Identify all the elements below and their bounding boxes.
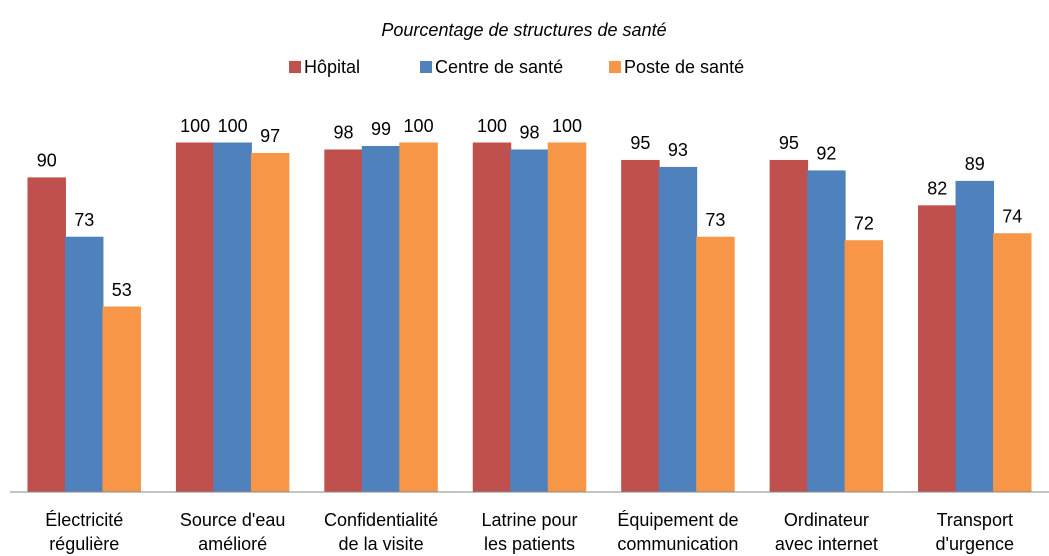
- x-tick-label: communication: [617, 534, 738, 554]
- data-label: 93: [668, 140, 688, 160]
- bar: [399, 142, 438, 493]
- data-label: 98: [334, 123, 354, 143]
- data-label: 100: [477, 116, 507, 136]
- data-label: 73: [705, 210, 725, 230]
- legend-label: Poste de santé: [624, 57, 744, 77]
- x-tick-label: Transport: [937, 510, 1013, 530]
- data-label: 92: [816, 144, 836, 164]
- data-label: 90: [37, 151, 57, 171]
- data-label: 89: [965, 154, 985, 174]
- bar: [213, 142, 252, 493]
- data-label: 100: [218, 116, 248, 136]
- chart-title: Pourcentage de structures de santé: [381, 20, 666, 40]
- bar: [696, 236, 735, 493]
- x-tick-label: Électricité: [45, 510, 123, 530]
- data-label: 100: [180, 116, 210, 136]
- data-label: 97: [260, 126, 280, 146]
- bar: [472, 142, 512, 493]
- data-label: 53: [112, 280, 132, 300]
- bar: [27, 177, 66, 493]
- data-label: 95: [779, 133, 799, 153]
- bar: [361, 145, 401, 493]
- x-tick-label: Ordinateur: [784, 510, 869, 530]
- data-label: 82: [927, 179, 947, 199]
- data-label: 99: [371, 119, 391, 139]
- bar: [510, 149, 549, 493]
- x-tick-label: de la visite: [339, 534, 424, 554]
- x-tick-label: d'urgence: [936, 534, 1015, 554]
- x-tick-label: amélioré: [198, 534, 267, 554]
- bar: [993, 233, 1032, 493]
- data-label: 74: [1002, 206, 1022, 226]
- bar: [175, 142, 215, 493]
- legend-swatch: [289, 61, 301, 73]
- x-tick-label: avec internet: [775, 534, 878, 554]
- legend-swatch: [420, 61, 432, 73]
- data-label: 95: [630, 133, 650, 153]
- data-label: 98: [519, 123, 539, 143]
- bar: [955, 180, 995, 493]
- data-label: 73: [74, 210, 94, 230]
- bar: [324, 149, 363, 493]
- bar: [64, 236, 104, 493]
- bar: [918, 205, 957, 493]
- legend-label: Centre de santé: [435, 57, 563, 77]
- bar: [658, 166, 698, 493]
- x-tick-label: régulière: [49, 534, 119, 554]
- data-label: 100: [404, 116, 434, 136]
- data-label: 100: [552, 116, 582, 136]
- x-tick-label: Équipement de: [617, 510, 738, 530]
- bar: [547, 142, 587, 493]
- x-tick-label: Latrine pour: [481, 510, 577, 530]
- bar: [621, 159, 660, 493]
- x-tick-label: Confidentialité: [324, 510, 438, 530]
- legend-swatch: [609, 61, 621, 73]
- bar: [250, 152, 290, 493]
- bar: [102, 306, 141, 493]
- x-tick-label: Source d'eau: [180, 510, 286, 530]
- bar: [844, 240, 884, 493]
- x-tick-label: les patients: [484, 534, 575, 554]
- bar: [769, 159, 809, 493]
- legend-label: Hôpital: [304, 57, 360, 77]
- data-label: 72: [854, 213, 874, 233]
- bar: [807, 170, 846, 493]
